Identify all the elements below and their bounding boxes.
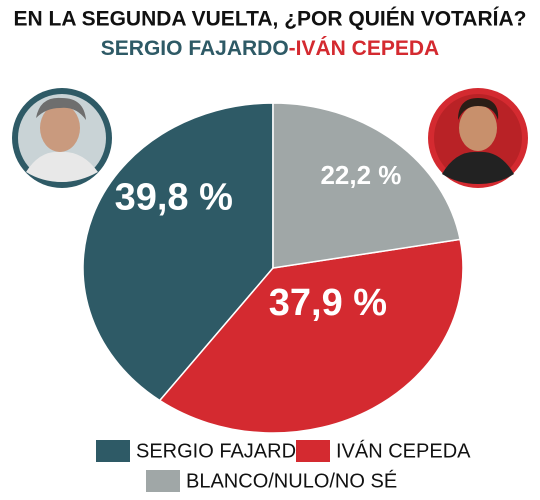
legend-swatch <box>96 440 130 462</box>
pie-slice <box>158 238 464 434</box>
legend-swatch <box>146 470 180 492</box>
pie-slice <box>82 102 274 402</box>
chart-subtitle: SERGIO FAJARDO-IVÁN CEPEDA <box>101 37 439 60</box>
portrait-right <box>428 88 528 188</box>
data-label: 37,9 % <box>269 282 387 324</box>
pie-slice <box>272 102 462 269</box>
legend: SERGIO FAJARDO IVÁN CEPEDA BLANCO/NULO/NO … <box>96 439 471 492</box>
legend-label: SERGIO FAJARDO <box>136 440 312 462</box>
chart-title: EN LA SEGUNDA VUELTA, ¿POR QUIÉN VOTARÍA… <box>14 8 527 31</box>
subtitle-part: SERGIO FAJARDO <box>101 37 289 60</box>
data-label: 39,8 % <box>115 177 233 219</box>
subtitle-part: -IVÁN CEPEDA <box>289 37 440 60</box>
legend-label: BLANCO/NULO/NO SÉ <box>186 469 397 492</box>
legend-label: IVÁN CEPEDA <box>336 439 471 462</box>
portrait-left <box>12 88 112 188</box>
legend-swatch <box>296 440 330 462</box>
data-label: 22,2 % <box>320 160 401 190</box>
pie: 39,8 % 37,9 % 22,2 % <box>82 102 464 434</box>
